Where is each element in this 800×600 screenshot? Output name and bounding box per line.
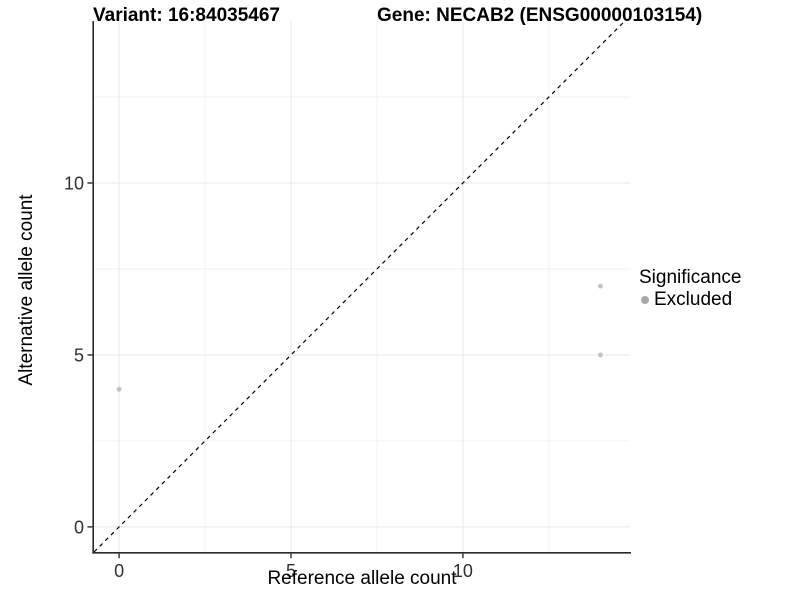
y-tick-label: 10 [64, 173, 84, 193]
data-point [598, 283, 603, 289]
data-point [598, 352, 603, 358]
x-tick-label: 0 [114, 561, 124, 581]
variant-title: Variant: 16:84035467 [93, 5, 280, 26]
gene-title: Gene: NECAB2 (ENSG00000103154) [377, 5, 703, 26]
legend-point-icon [641, 296, 649, 304]
y-tick-label: 5 [74, 345, 84, 365]
legend-item-excluded: Excluded [639, 289, 741, 311]
y-axis-title: Alternative allele count [16, 194, 37, 386]
legend-title: Significance [639, 267, 742, 288]
x-tick-label: 10 [453, 561, 473, 581]
data-point [116, 386, 122, 392]
x-axis-title: Reference allele count [267, 568, 457, 589]
legend-item-label: Excluded [654, 289, 733, 310]
identity-reference-line [93, 20, 626, 553]
y-tick-label: 0 [74, 517, 84, 537]
x-tick-label: 5 [286, 561, 296, 581]
legend: Significance Excluded [639, 267, 741, 311]
